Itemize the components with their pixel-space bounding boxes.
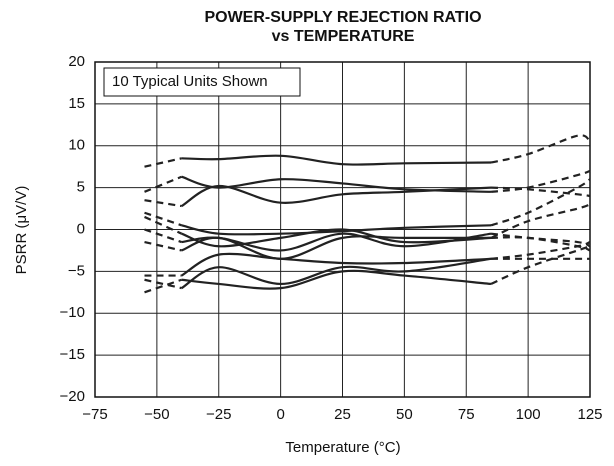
unit-curve-extended bbox=[490, 169, 591, 193]
unit-curve-extended bbox=[144, 240, 182, 252]
y-tick-label: −5 bbox=[68, 262, 85, 279]
unit-curve-extended bbox=[144, 228, 182, 244]
unit-curve bbox=[181, 184, 492, 208]
y-tick-label: −10 bbox=[60, 304, 85, 321]
y-tick-label: 20 bbox=[68, 53, 85, 70]
plot-frame bbox=[94, 61, 591, 398]
x-tick-label: 75 bbox=[458, 406, 475, 423]
unit-curve-extended bbox=[490, 245, 591, 285]
y-tick-label: 0 bbox=[77, 220, 85, 237]
unit-curve bbox=[181, 228, 492, 248]
x-tick-label: 25 bbox=[334, 406, 351, 423]
unit-curve-extended bbox=[490, 186, 591, 198]
x-tick-label: 50 bbox=[396, 406, 413, 423]
chart-title: POWER-SUPPLY REJECTION RATIO bbox=[204, 9, 481, 26]
unit-curve-extended bbox=[144, 199, 182, 208]
x-tick-label: 100 bbox=[516, 406, 541, 423]
unit-curve-extended bbox=[490, 134, 591, 164]
y-tick-label: −20 bbox=[60, 388, 85, 405]
unit-curve-extended bbox=[144, 215, 183, 235]
unit-curve-extended bbox=[490, 203, 591, 239]
unit-curve-extended bbox=[490, 236, 591, 252]
annotation-box bbox=[103, 67, 301, 97]
x-tick-label: 125 bbox=[577, 406, 602, 423]
y-tick-label: 10 bbox=[68, 137, 85, 154]
unit-curve-extended bbox=[144, 175, 183, 193]
y-tick-label: 15 bbox=[68, 95, 85, 112]
unit-curve bbox=[181, 235, 491, 260]
unit-curve-extended bbox=[144, 278, 182, 294]
y-tick-label: −15 bbox=[60, 346, 85, 363]
unit-curve-extended bbox=[144, 278, 182, 290]
y-axis-label: PSRR (μV/V) bbox=[13, 186, 30, 275]
unit-curve bbox=[181, 252, 492, 277]
x-axis-label: Temperature (°C) bbox=[285, 439, 400, 456]
x-tick-label: −50 bbox=[144, 406, 169, 423]
unit-curve bbox=[181, 154, 492, 166]
unit-curve-extended bbox=[490, 241, 591, 260]
unit-curve bbox=[181, 257, 492, 290]
annotation: 10 Typical Units Shown bbox=[112, 73, 268, 90]
unit-curve-extended bbox=[144, 157, 182, 168]
y-tick-label: 5 bbox=[77, 179, 85, 196]
x-tick-label: −75 bbox=[82, 406, 107, 423]
chart-subtitle: vs TEMPERATURE bbox=[272, 28, 415, 45]
unit-curve bbox=[181, 232, 492, 252]
unit-curve-extended bbox=[144, 211, 182, 227]
x-tick-label: 0 bbox=[276, 406, 284, 423]
x-tick-label: −25 bbox=[206, 406, 231, 423]
unit-curve-extended bbox=[490, 178, 591, 227]
unit-curve bbox=[181, 269, 492, 290]
